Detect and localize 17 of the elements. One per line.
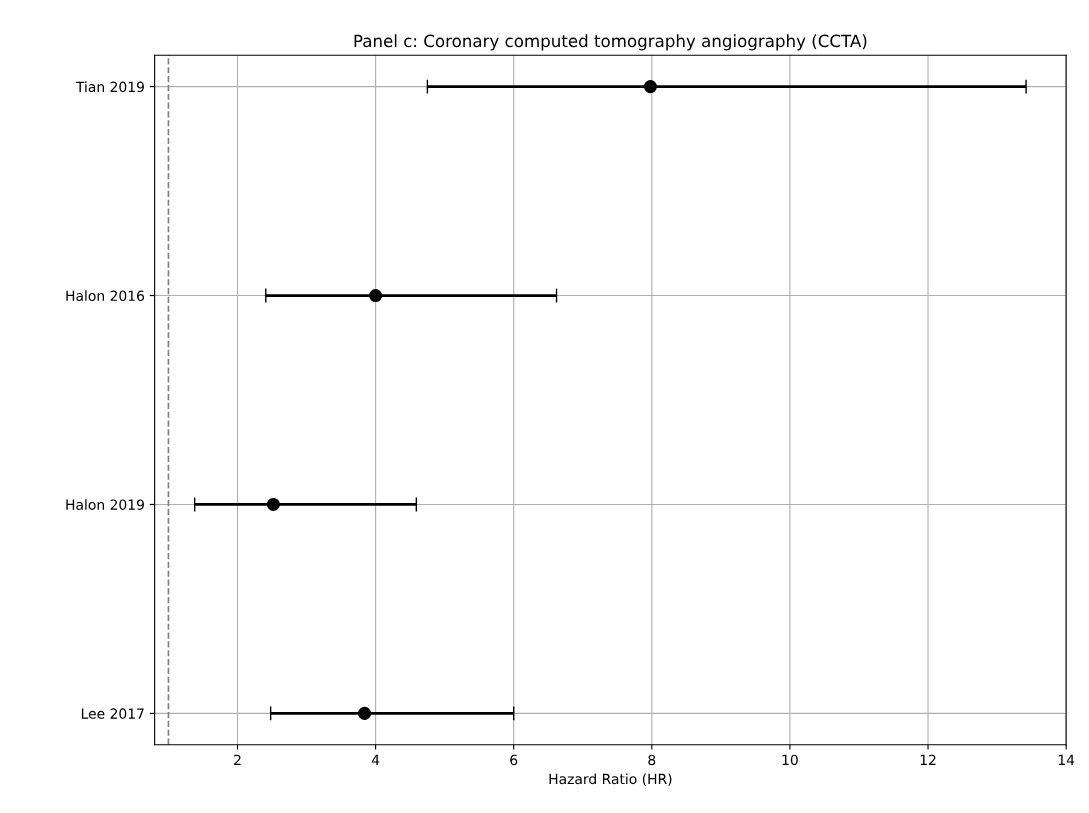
y-tick-label: Tian 2019 — [75, 81, 144, 93]
point — [358, 706, 372, 720]
chart-title: Panel c: Coronary computed tomography angiography (CCTA) — [354, 34, 867, 51]
y-tick-label: Halon 2016 — [66, 290, 145, 302]
x-tick-label: 4 — [371, 754, 380, 765]
x-tick-label: 12 — [920, 754, 936, 765]
x-tick-label: 6 — [510, 754, 518, 766]
point — [266, 497, 280, 511]
point — [369, 289, 383, 303]
x-tick-label: 8 — [648, 754, 656, 766]
x-tick-label: 10 — [782, 754, 798, 766]
x-tick-label: 14 — [1058, 754, 1075, 765]
x-axis-title: Hazard Ratio (HR) — [549, 773, 672, 786]
x-tick-label: 2 — [234, 754, 241, 765]
point — [643, 80, 657, 94]
y-tick-label: Halon 2019 — [66, 499, 144, 510]
y-tick-label: Lee 2017 — [81, 708, 144, 719]
